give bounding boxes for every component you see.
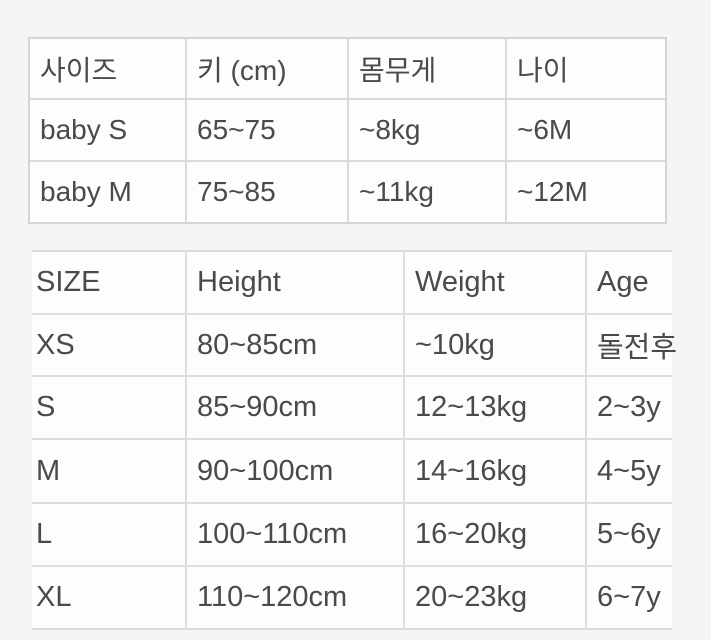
table-cell: 4~5y bbox=[585, 440, 672, 502]
table-cell: XL bbox=[36, 581, 72, 613]
table-row: S 85~90cm 12~13kg 2~3y bbox=[32, 375, 672, 438]
table-header-cell: SIZE bbox=[36, 266, 101, 298]
table-cell: 2~3y bbox=[585, 377, 672, 438]
table-header-cell: Weight bbox=[403, 252, 585, 313]
table-cell: 5~6y bbox=[585, 504, 672, 565]
table-cell: ~6M bbox=[505, 100, 665, 160]
table-header-cell: 사이즈 bbox=[40, 54, 118, 86]
table-cell: 14~16kg bbox=[403, 440, 585, 502]
table-cell: M bbox=[36, 454, 61, 487]
table-cell: baby S bbox=[40, 114, 128, 145]
table-cell: 80~85cm bbox=[185, 315, 403, 375]
table-header-cell: Height bbox=[185, 252, 403, 313]
table-cell: baby M bbox=[40, 176, 132, 207]
table-header-cell: 몸무게 bbox=[347, 39, 505, 98]
table-cell: XS bbox=[36, 328, 75, 361]
table-row: baby S 65~75 ~8kg ~6M bbox=[30, 98, 665, 160]
table-cell: 85~90cm bbox=[185, 377, 403, 438]
table-row: XL 110~120cm 20~23kg 6~7y bbox=[32, 565, 672, 628]
table-cell: ~8kg bbox=[347, 100, 505, 160]
table-cell: 20~23kg bbox=[403, 567, 585, 628]
table-cell: L bbox=[36, 518, 53, 550]
table-header-row: 사이즈 키 (cm) 몸무게 나이 bbox=[30, 39, 665, 98]
table-cell: 75~85 bbox=[185, 162, 347, 222]
table-cell: 100~110cm bbox=[185, 504, 403, 565]
table-header-row: SIZE Height Weight Age bbox=[32, 252, 672, 313]
table-cell: 16~20kg bbox=[403, 504, 585, 565]
table-row: XS 80~85cm ~10kg 돌전후 bbox=[32, 313, 677, 375]
table-cell: 12~13kg bbox=[403, 377, 585, 438]
table-cell: ~12M bbox=[505, 162, 665, 222]
table-header-cell: 키 (cm) bbox=[185, 39, 347, 98]
table-header-cell: Age bbox=[585, 252, 672, 313]
table-cell: S bbox=[36, 391, 56, 423]
table-row: baby M 75~85 ~11kg ~12M bbox=[30, 160, 665, 222]
table-cell: ~11kg bbox=[347, 162, 505, 222]
table-cell: 65~75 bbox=[185, 100, 347, 160]
kids-size-table: SIZE Height Weight Age XS 80~85cm ~10kg … bbox=[32, 250, 677, 630]
table-cell: 돌전후 bbox=[585, 315, 677, 375]
table-cell: 110~120cm bbox=[185, 567, 403, 628]
table-row: M 90~100cm 14~16kg 4~5y bbox=[32, 438, 672, 502]
table-header-cell: 나이 bbox=[505, 39, 665, 98]
table-cell: ~10kg bbox=[403, 315, 585, 375]
table-cell: 6~7y bbox=[585, 567, 672, 628]
table-cell: 90~100cm bbox=[185, 440, 403, 502]
baby-size-table: 사이즈 키 (cm) 몸무게 나이 baby S 65~75 ~8kg ~6M … bbox=[28, 37, 667, 224]
table-row: L 100~110cm 16~20kg 5~6y bbox=[32, 502, 672, 565]
